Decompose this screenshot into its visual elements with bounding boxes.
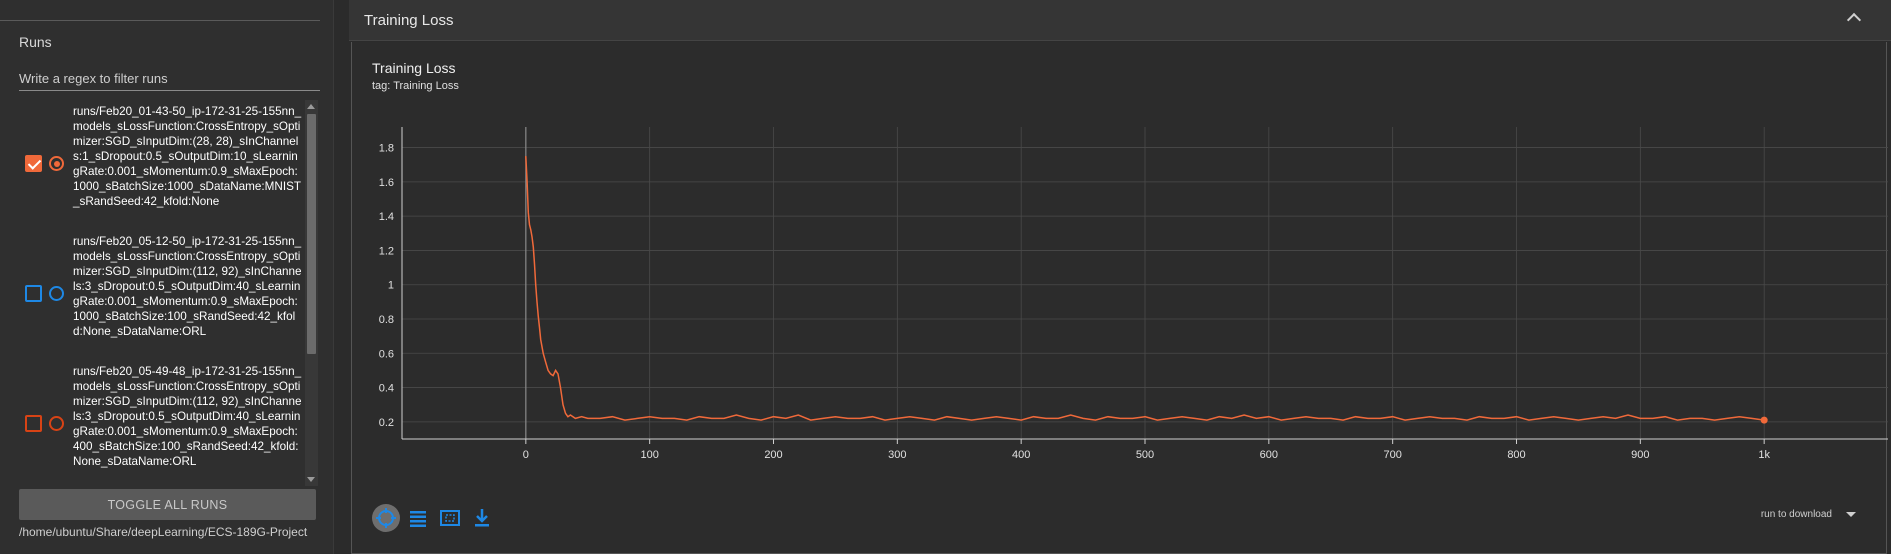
scroll-down-icon[interactable] [307, 477, 315, 482]
run-item[interactable]: runs/Feb20_05-49-48_ip-172-31-25-155nn_m… [0, 360, 318, 486]
data-table-button[interactable] [404, 504, 432, 532]
x-tick-label: 900 [1631, 449, 1649, 461]
toggle-y-log-button[interactable] [436, 504, 464, 532]
x-tick-label: 700 [1383, 449, 1401, 461]
run-label: runs/Feb20_05-12-50_ip-172-31-25-155nn_m… [73, 235, 302, 338]
fit-domain-button[interactable] [372, 504, 400, 532]
run-checkbox[interactable] [25, 415, 42, 432]
card-tag: tag: Training Loss [372, 80, 459, 92]
scrollbar-thumb[interactable] [307, 114, 316, 354]
runs-scrollbar[interactable] [305, 100, 318, 486]
x-tick-label: 600 [1260, 449, 1278, 461]
scalar-card: Training Loss tag: Training Loss 0.2 0.4 0… [351, 42, 1888, 554]
y-tick-label: 1.4 [379, 211, 394, 223]
y-tick-label: 0.2 [379, 417, 394, 429]
runs-list: runs/Feb20_01-43-50_ip-172-31-25-155nn_m… [0, 100, 318, 486]
x-tick-label: 100 [640, 449, 658, 461]
x-tick-label: 1k [1758, 449, 1770, 461]
run-filter-input[interactable] [19, 67, 320, 91]
main-panel: Training Loss Training Loss tag: Trainin… [349, 0, 1891, 554]
run-checkbox[interactable] [25, 155, 42, 172]
run-item[interactable]: runs/Feb20_05-12-50_ip-172-31-25-155nn_m… [0, 230, 318, 360]
sidebar: Runs runs/Feb20_01-43-50_ip-172-31-25-15… [0, 0, 334, 554]
fit-domain-icon [376, 508, 396, 528]
y-tick-label: 1.2 [379, 245, 394, 257]
x-tick-label: 800 [1507, 449, 1525, 461]
logdir-path: /home/ubuntu/Share/deepLearning/ECS-189G… [19, 525, 308, 539]
run-label: runs/Feb20_01-43-50_ip-172-31-25-155nn_m… [73, 105, 302, 208]
x-tick-label: 300 [888, 449, 906, 461]
card-title: Training Loss [372, 60, 456, 76]
series-line [525, 156, 1765, 421]
y-tick-label: 0.6 [379, 348, 394, 360]
chevron-down-icon [1846, 511, 1856, 517]
runs-title: Runs [19, 34, 52, 50]
download-run-label: run to download [1760, 509, 1832, 520]
line-chart[interactable]: 0.2 0.4 0.6 0.8 1 1.2 1.4 1.6 1.8 0 100 200 300 400 50… [352, 97, 1888, 502]
y-tick-label: 1.8 [379, 143, 394, 155]
y-tick-label: 0.8 [379, 314, 394, 326]
run-radio[interactable] [49, 156, 64, 171]
x-tick-label: 400 [1012, 449, 1030, 461]
scroll-up-icon[interactable] [307, 104, 315, 109]
toggle-all-runs-button[interactable]: TOGGLE ALL RUNS [19, 489, 316, 520]
run-radio[interactable] [49, 416, 64, 431]
y-tick-label: 0.4 [379, 383, 394, 395]
divider [0, 20, 320, 21]
series-last-point [1760, 416, 1768, 424]
download-button[interactable] [468, 504, 496, 532]
download-icon [475, 509, 489, 527]
x-tick-label: 0 [523, 449, 529, 461]
section-header[interactable]: Training Loss [349, 0, 1891, 41]
toggle-y-log-icon [440, 510, 460, 526]
download-run-select[interactable]: run to download [1761, 509, 1856, 520]
y-tick-label: 1 [388, 280, 394, 292]
x-tick-label: 500 [1136, 449, 1154, 461]
run-radio[interactable] [49, 286, 64, 301]
section-title: Training Loss [364, 12, 454, 29]
data-table-icon [410, 511, 426, 527]
x-tick-label: 200 [764, 449, 782, 461]
run-label: runs/Feb20_05-49-48_ip-172-31-25-155nn_m… [73, 365, 302, 468]
run-item[interactable]: runs/Feb20_01-43-50_ip-172-31-25-155nn_m… [0, 100, 318, 230]
chevron-up-icon[interactable] [1846, 12, 1862, 28]
y-tick-label: 1.6 [379, 177, 394, 189]
run-checkbox[interactable] [25, 285, 42, 302]
